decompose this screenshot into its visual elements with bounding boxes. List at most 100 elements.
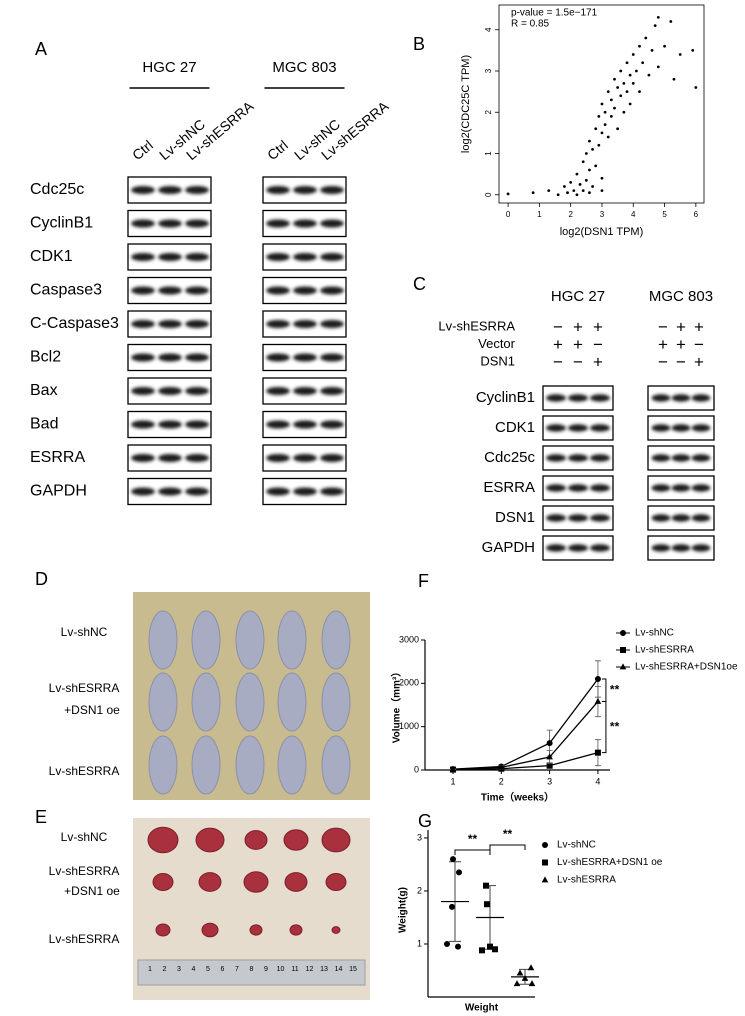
point [584, 152, 588, 155]
y-tick-label: 0 [484, 192, 493, 197]
mouse [148, 735, 178, 795]
blot-band [293, 219, 317, 228]
mouse [191, 610, 221, 670]
point [450, 856, 456, 863]
panel-label: A [35, 39, 47, 59]
point [625, 61, 629, 65]
point [556, 193, 560, 197]
condition-sign: + [676, 317, 686, 336]
point [591, 185, 594, 188]
point [613, 77, 616, 81]
significance-label: ** [503, 827, 513, 841]
blot-band [293, 487, 317, 496]
significance-bracket [489, 844, 526, 850]
blot-band [293, 253, 317, 261]
protein-label: GAPDH [30, 483, 87, 500]
protein-label: Bax [30, 382, 58, 399]
blot-band [158, 487, 182, 496]
blot-band [568, 394, 588, 402]
point [613, 106, 616, 110]
ruler-number: 7 [235, 966, 239, 973]
blot-band [568, 454, 588, 462]
condition-sign: + [573, 317, 583, 336]
ruler-number: 2 [163, 966, 167, 973]
blot-band [651, 514, 671, 522]
condition-sign: − [553, 352, 563, 371]
condition-sign: − [573, 352, 583, 371]
y-tick-label: 3 [484, 68, 493, 73]
point [594, 676, 601, 682]
condition-label: Lv-shESRRA [438, 318, 515, 333]
protein-label: CyclinB1 [30, 215, 93, 232]
blot-band [131, 420, 155, 429]
blot-band [671, 394, 691, 402]
point [449, 903, 455, 910]
ruler-number: 10 [277, 966, 285, 973]
blot-band [651, 454, 671, 462]
ruler-number: 6 [221, 966, 225, 973]
point [516, 969, 524, 976]
blot-band [266, 253, 290, 261]
group-label: MGC 803 [272, 59, 336, 76]
point [484, 901, 490, 908]
protein-label: ESRRA [483, 479, 535, 496]
lane-label: Ctrl [264, 137, 291, 163]
x-axis-label: Time（weeks） [481, 791, 554, 804]
series-line [453, 752, 599, 771]
group-label: +DSN1 oe [64, 703, 120, 717]
significance-bracket [454, 849, 491, 855]
lane-label: Ctrl [129, 137, 156, 163]
point [588, 191, 591, 195]
point [625, 90, 629, 94]
point [638, 90, 641, 94]
blot-band [185, 353, 209, 362]
point [591, 147, 594, 151]
significance-label: ** [610, 682, 620, 696]
point [609, 98, 613, 102]
legend-label: Lv-shNC [635, 628, 674, 639]
protein-label: Cdc25c [484, 449, 535, 466]
legend-label: Lv-shNC [557, 840, 596, 851]
blot-band [131, 219, 155, 228]
mouse [235, 610, 265, 670]
point [694, 86, 698, 89]
blot-band [691, 454, 711, 462]
blot-band [131, 320, 155, 328]
blot-band [131, 387, 155, 395]
condition-sign: − [658, 317, 668, 336]
x-tick-label: 2 [499, 776, 504, 786]
group-label: HGC 27 [551, 288, 605, 305]
blot-band [131, 454, 155, 462]
x-tick-label: 3 [600, 210, 605, 219]
condition-sign: − [658, 352, 668, 371]
blot-band [266, 286, 290, 295]
mouse [235, 672, 265, 732]
protein-label: C-Caspase3 [30, 315, 119, 332]
point [594, 164, 598, 168]
blot-band [691, 394, 711, 402]
blot-band [671, 424, 691, 432]
point [603, 110, 607, 114]
blot-band [266, 420, 290, 429]
x-tick-label: 4 [631, 210, 636, 219]
blot-band [158, 219, 182, 228]
blot-band [185, 454, 209, 462]
point [678, 53, 682, 56]
y-tick-label: 2 [417, 885, 422, 895]
point [597, 143, 601, 147]
protein-label: Caspase3 [30, 282, 102, 299]
point [600, 189, 604, 193]
panel-label: B [413, 34, 425, 54]
point [547, 189, 551, 193]
point [527, 964, 535, 971]
point [498, 763, 505, 770]
x-axis-label: log2(DSN1 TPM) [560, 226, 644, 238]
point [656, 15, 660, 19]
group-label: +DSN1 oe [64, 884, 120, 898]
group-label: Lv-shESRRA [49, 932, 120, 946]
ruler-number: 12 [306, 966, 314, 973]
point [575, 172, 579, 176]
blot-band [691, 424, 711, 432]
blot-band [131, 253, 155, 261]
